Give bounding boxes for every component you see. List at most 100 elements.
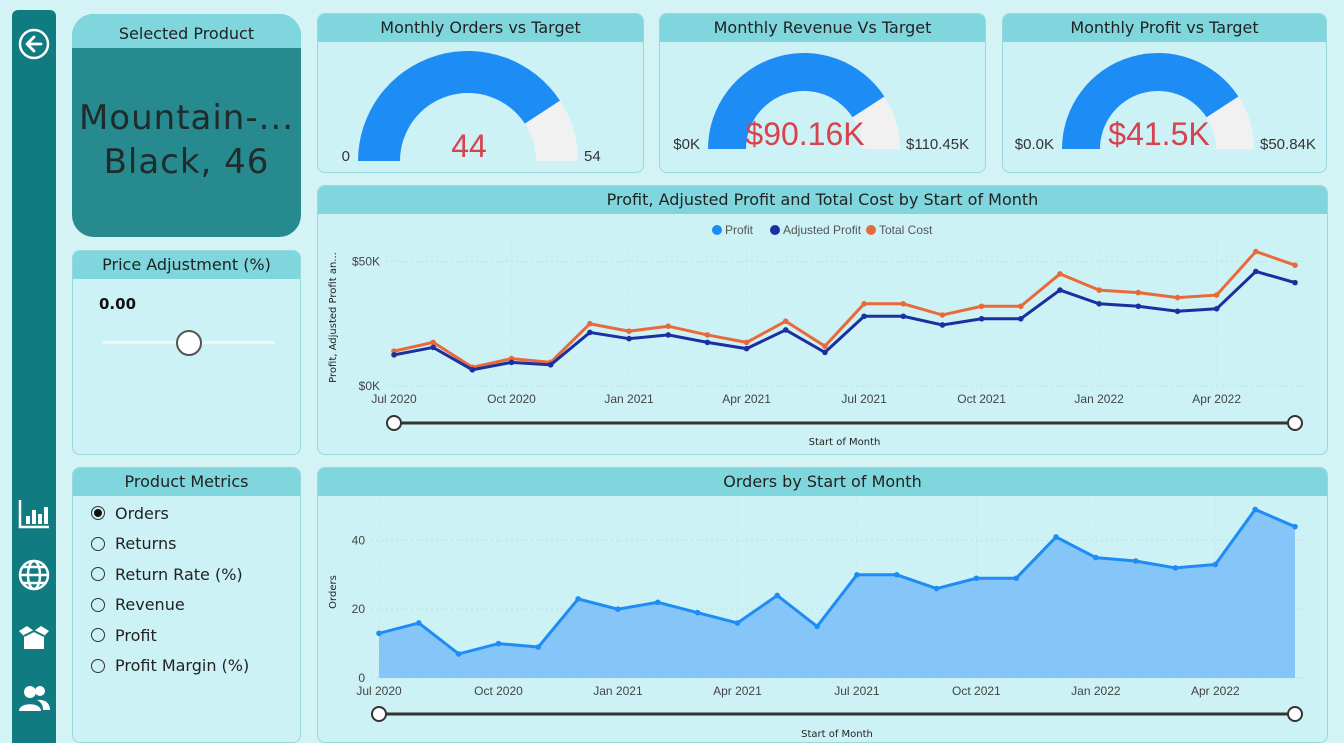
range-slider-end-handle[interactable] (1287, 415, 1303, 431)
x-tick-label: Jul 2021 (841, 392, 887, 406)
selected-product-card: Selected Product Mountain-... Black, 46 (72, 14, 301, 237)
metric-option-label: Profit (115, 625, 157, 645)
orders-area (379, 509, 1295, 678)
range-slider-end-handle[interactable] (1287, 706, 1303, 722)
x-tick-label: Jul 2021 (834, 684, 880, 698)
profit-gauge-card: Monthly Profit vs Target $41.5K $0.0K $50.… (1002, 13, 1327, 173)
data-point-orders (893, 572, 900, 578)
y-tick-label: $0K (359, 379, 380, 393)
revenue-gauge-title: Monthly Revenue Vs Target (660, 14, 985, 42)
orders-gauge-title: Monthly Orders vs Target (318, 14, 643, 42)
x-tick-label: Apr 2021 (713, 684, 762, 698)
data-point-orders (1093, 554, 1099, 561)
selected-product-name: Mountain-... Black, 46 (72, 96, 301, 184)
data-point-orders (774, 592, 781, 599)
profit-chart-card: Profit, Adjusted Profit and Total Cost b… (317, 185, 1328, 455)
x-tick-label: Apr 2022 (1192, 392, 1241, 406)
data-point-total-cost (626, 328, 632, 334)
product-metrics-card: Product Metrics Orders Returns Return Rate… (72, 467, 301, 743)
radio-button[interactable] (91, 506, 105, 520)
data-point-adjusted-profit (1292, 279, 1298, 286)
data-point-orders (1053, 534, 1059, 540)
price-adjustment-value: 0.00 (99, 295, 137, 313)
data-point-adjusted-profit (1213, 305, 1220, 312)
users-icon[interactable] (12, 678, 56, 718)
data-point-adjusted-profit (939, 322, 946, 328)
metric-option-profit[interactable]: Profit (91, 622, 157, 648)
selected-product-name-line1: Mountain-... (78, 98, 295, 138)
x-tick-label: Apr 2022 (1191, 684, 1240, 698)
metric-option-label: Return Rate (%) (115, 564, 243, 584)
range-slider-start-handle[interactable] (371, 706, 387, 722)
gauge-fill (708, 52, 885, 149)
gauge-min-label: $0.0K (1015, 136, 1054, 153)
data-point-orders (535, 644, 542, 650)
metric-option-label: Revenue (115, 595, 185, 614)
gauge-min-label: $0K (673, 136, 700, 153)
data-point-adjusted-profit (1253, 268, 1259, 275)
data-point-total-cost (1017, 303, 1024, 310)
legend-entry: Total Cost (879, 223, 933, 237)
metric-option-revenue[interactable]: Revenue (91, 592, 185, 618)
radio-button[interactable] (91, 567, 105, 581)
data-point-adjusted-profit (587, 329, 593, 336)
x-tick-label: Oct 2020 (474, 684, 523, 698)
y-tick-label: $50K (352, 254, 380, 268)
data-point-total-cost (1253, 248, 1259, 255)
gauge-max-label: $50.84K (1260, 136, 1316, 153)
legend-entry: Profit (725, 223, 754, 237)
x-tick-label: Jan 2022 (1071, 684, 1121, 698)
radio-button[interactable] (91, 658, 105, 673)
data-point-orders (1212, 561, 1219, 568)
globe-icon[interactable] (12, 555, 56, 595)
data-point-adjusted-profit (391, 352, 397, 358)
sidebar-nav (12, 10, 56, 743)
x-tick-label: Oct 2021 (957, 392, 1006, 406)
series-line-total-cost (393, 249, 1296, 369)
data-point-adjusted-profit (704, 339, 711, 346)
x-tick-label: Jul 2020 (356, 684, 402, 698)
data-point-adjusted-profit (900, 313, 907, 320)
product-metrics-header: Product Metrics (73, 468, 300, 496)
radio-button[interactable] (91, 536, 105, 551)
profit-gauge-title: Monthly Profit vs Target (1003, 14, 1326, 42)
data-point-orders (854, 572, 860, 578)
radio-button[interactable] (91, 597, 105, 612)
data-point-total-cost (1174, 294, 1181, 301)
data-point-adjusted-profit (978, 315, 985, 322)
metric-option-return-rate[interactable]: Return Rate (%) (91, 561, 243, 587)
box-icon[interactable] (12, 618, 56, 658)
gauge-fill (1062, 52, 1239, 149)
orders-chart-card: Orders by Start of Month 0 20 40 Jul 2020 Oc… (317, 467, 1328, 743)
metric-option-profit-margin[interactable]: Profit Margin (%) (91, 653, 249, 679)
data-point-adjusted-profit (626, 335, 632, 342)
data-point-adjusted-profit (822, 349, 828, 356)
selected-product-name-line2: Black, 46 (103, 142, 270, 182)
x-tick-label: Oct 2020 (487, 392, 536, 406)
data-point-orders (416, 620, 422, 626)
gauge-min-label: 0 (342, 148, 350, 165)
data-point-adjusted-profit (508, 359, 515, 366)
metric-option-returns[interactable]: Returns (91, 531, 176, 557)
gauge-fill (358, 51, 560, 161)
back-icon[interactable] (12, 24, 56, 64)
orders-chart: 0 20 40 Jul 2020 Oct 2020 Jan 2021 Apr 2021 Jul… (328, 496, 1307, 740)
price-adjustment-header: Price Adjustment (%) (73, 251, 300, 279)
metric-option-label: Profit Margin (%) (115, 656, 250, 675)
data-point-orders (1172, 565, 1179, 571)
legend-entry: Adjusted Profit (783, 223, 862, 237)
price-adjustment-slider-thumb[interactable] (176, 330, 202, 356)
radio-button[interactable] (91, 628, 105, 642)
data-point-orders (1132, 558, 1139, 564)
x-axis-title: Start of Month (809, 437, 881, 448)
legend-marker (712, 225, 722, 235)
data-point-adjusted-profit (469, 367, 476, 373)
metric-option-orders[interactable]: Orders (91, 500, 169, 526)
data-point-total-cost (1292, 262, 1298, 268)
bar-chart-icon[interactable] (12, 494, 56, 534)
gauge-value: 44 (451, 128, 487, 164)
data-point-total-cost (1213, 292, 1220, 298)
data-point-total-cost (430, 339, 436, 346)
range-slider-start-handle[interactable] (386, 415, 402, 431)
data-point-adjusted-profit (430, 344, 436, 351)
